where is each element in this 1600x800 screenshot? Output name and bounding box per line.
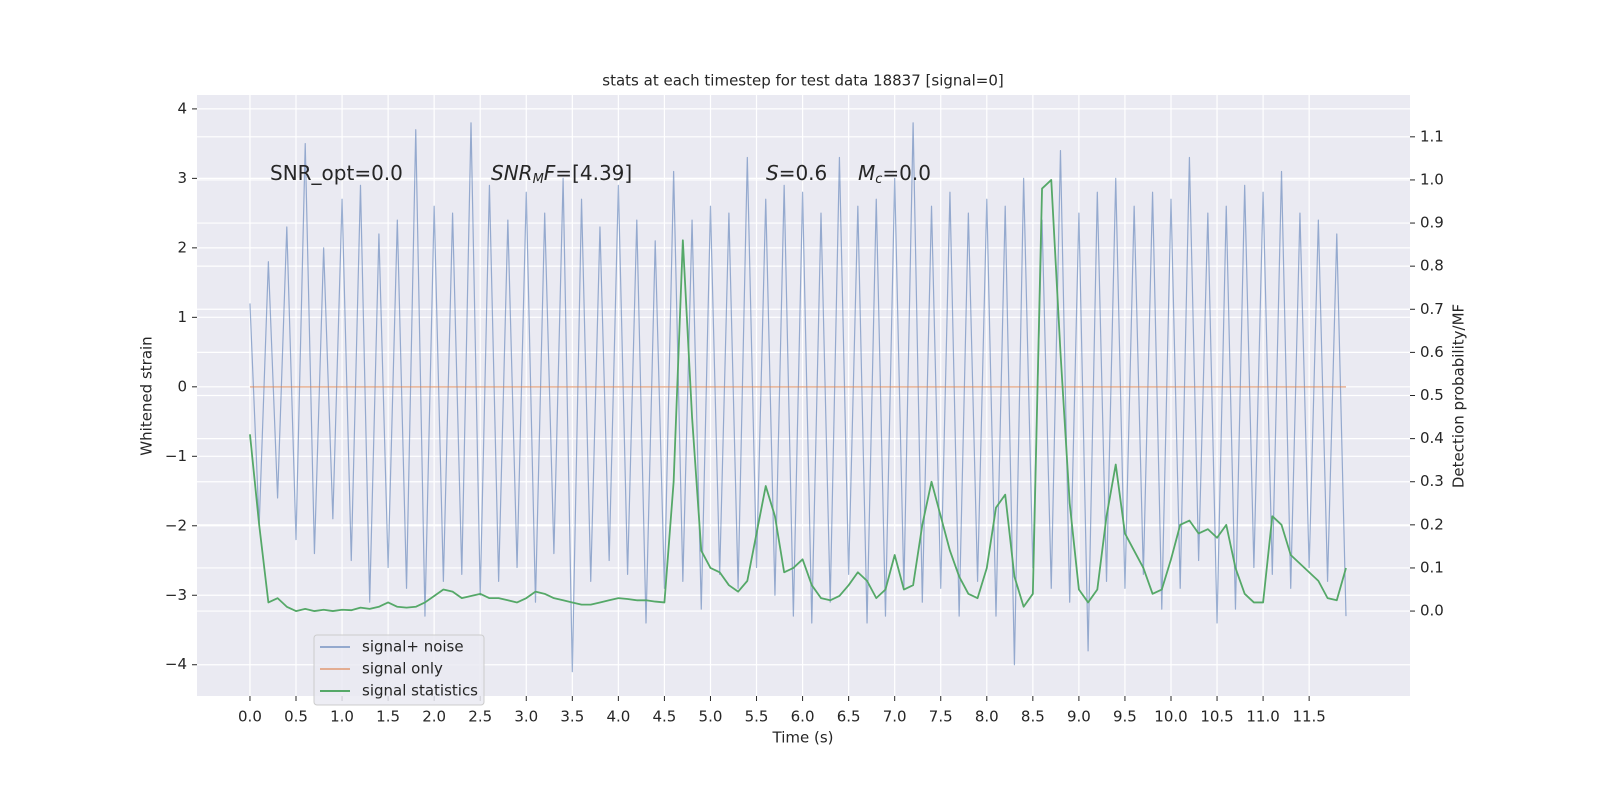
x-tick-label: 2.5 [468, 708, 492, 726]
annotation: Mc=0.0 [858, 161, 931, 187]
legend-label: signal+ noise [362, 638, 464, 656]
x-tick-label: 8.5 [1021, 708, 1045, 726]
annotation-part: =0.6 [779, 161, 828, 185]
x-tick-label: 4.0 [606, 708, 630, 726]
y2-tick-label: 0.5 [1420, 386, 1444, 404]
y2-tick-label: 0.8 [1420, 257, 1444, 275]
x-tick-label: 3.5 [560, 708, 584, 726]
y-tick-label: 0 [177, 377, 187, 395]
annotation-part: =[4.39] [555, 161, 632, 185]
x-tick-label: 2.0 [422, 708, 446, 726]
x-axis-label: Time (s) [772, 729, 834, 747]
x-tick-label: 3.0 [514, 708, 538, 726]
x-tick-label: 10.0 [1154, 708, 1187, 726]
x-tick-label: 0.0 [238, 708, 262, 726]
annotation-part: =0.0 [882, 161, 931, 185]
x-tick-label: 1.0 [330, 708, 354, 726]
x-tick-label: 0.5 [284, 708, 308, 726]
legend-label: signal statistics [362, 682, 478, 700]
y2-tick-label: 0.2 [1420, 515, 1444, 533]
y2-tick-label: 0.4 [1420, 429, 1444, 447]
y2-tick-label: 0.6 [1420, 343, 1444, 361]
x-tick-label: 6.5 [837, 708, 861, 726]
annotation-part: S [766, 161, 779, 185]
legend: signal+ noise signal only signal statistic… [313, 634, 485, 706]
y-tick-label: 1 [177, 308, 187, 326]
y-tick-label: 3 [177, 169, 187, 187]
chart-title: stats at each timestep for test data 188… [602, 72, 1003, 90]
y2-tick-label: 0.1 [1420, 558, 1444, 576]
x-tick-label: 5.0 [699, 708, 723, 726]
annotation-part: SNR [491, 161, 533, 185]
x-tick-label: 1.5 [376, 708, 400, 726]
x-tick-label: 4.5 [652, 708, 676, 726]
x-tick-label: 6.0 [791, 708, 815, 726]
y2-tick-label: 1.0 [1420, 170, 1444, 188]
annotation-part: M [858, 161, 875, 185]
x-tick-label: 10.5 [1200, 708, 1233, 726]
x-tick-label: 5.5 [745, 708, 769, 726]
x-tick-label: 7.0 [883, 708, 907, 726]
annotation-part: c [875, 172, 882, 187]
y-tick-label: −3 [165, 586, 187, 604]
annotation: SNR_opt=0.0 [270, 161, 403, 185]
y2-tick-label: 0.7 [1420, 300, 1444, 318]
y2-axis-label: Detection probability/MF [1450, 304, 1468, 488]
x-tick-label: 9.0 [1067, 708, 1091, 726]
legend-box [313, 634, 485, 706]
y-tick-label: 4 [177, 99, 187, 117]
y2-tick-label: 0.0 [1420, 602, 1444, 620]
annotation-part: SNR_opt=0.0 [270, 161, 403, 185]
series-line [249, 122, 1347, 673]
x-tick-label: 9.5 [1113, 708, 1137, 726]
y-tick-label: 2 [177, 238, 187, 256]
x-tick-label: 8.0 [975, 708, 999, 726]
y-tick-label: −4 [165, 655, 187, 673]
series-line [249, 179, 1347, 612]
annotation-part: M [533, 172, 544, 187]
x-tick-label: 11.0 [1246, 708, 1279, 726]
y2-tick-label: 1.1 [1420, 127, 1444, 145]
annotation: SNRMF=[4.39] [491, 161, 632, 187]
annotation: S=0.6 [766, 161, 827, 185]
y-tick-label: −2 [165, 516, 187, 534]
legend-label: signal only [362, 660, 443, 678]
x-tick-label: 7.5 [929, 708, 953, 726]
annotation-part: F [544, 161, 556, 185]
y2-tick-label: 0.9 [1420, 214, 1444, 232]
x-tick-label: 11.5 [1292, 708, 1325, 726]
y2-tick-label: 0.3 [1420, 472, 1444, 490]
y-tick-label: −1 [165, 447, 187, 465]
y-axis-label: Whitened strain [138, 336, 156, 455]
marks [249, 122, 1347, 673]
